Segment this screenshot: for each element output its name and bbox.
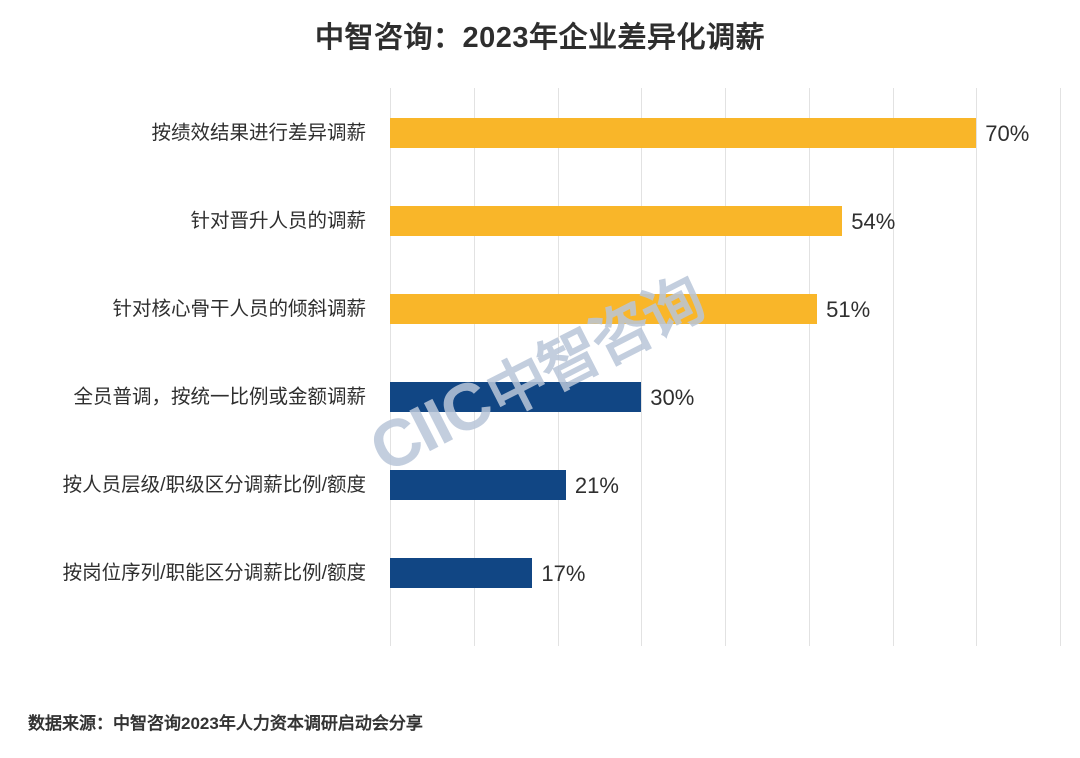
gridline-50 bbox=[808, 88, 810, 646]
bar-4 bbox=[390, 382, 642, 412]
bar-value-label: 70% bbox=[985, 121, 1030, 146]
bar-2 bbox=[390, 206, 843, 236]
bar-row: 70% bbox=[390, 118, 1060, 148]
bar-row: 17% bbox=[390, 558, 1060, 588]
bar-row: 21% bbox=[390, 470, 1060, 500]
gridline-10 bbox=[473, 88, 475, 646]
bar-5 bbox=[390, 470, 566, 500]
gridline-20 bbox=[557, 88, 559, 646]
category-label-4: 全员普调，按统一比例或金额调薪 bbox=[73, 386, 366, 408]
plot-area: 70% 54% 51% 30% 21% 17% bbox=[390, 88, 1061, 646]
bar-1 bbox=[390, 118, 977, 148]
gridline-60 bbox=[892, 88, 894, 646]
category-label-6: 按岗位序列/职能区分调薪比例/额度 bbox=[62, 562, 366, 584]
category-label-3: 针对核心骨干人员的倾斜调薪 bbox=[112, 298, 366, 320]
source-note: 数据来源：中智咨询2023年人力资本调研启动会分享 bbox=[28, 714, 423, 733]
bar-value-label: 17% bbox=[541, 561, 586, 586]
gridline-0 bbox=[390, 88, 391, 646]
bar-value-label: 21% bbox=[574, 473, 619, 498]
bar-value-label: 30% bbox=[650, 385, 695, 410]
category-label-1: 按绩效结果进行差异调薪 bbox=[151, 122, 366, 144]
chart-title: 中智咨询：2023年企业差异化调薪 bbox=[314, 22, 765, 54]
bar-value-label: 54% bbox=[851, 209, 896, 234]
bar-value-label: 51% bbox=[826, 297, 871, 322]
category-label-5: 按人员层级/职级区分调薪比例/额度 bbox=[62, 474, 366, 496]
category-label-2: 针对晋升人员的调薪 bbox=[190, 210, 366, 232]
bar-3 bbox=[390, 294, 818, 324]
bar-row: 54% bbox=[390, 206, 1060, 236]
gridline-80 bbox=[1060, 88, 1061, 646]
bar-row: 51% bbox=[390, 294, 1060, 324]
gridline-40 bbox=[725, 88, 726, 646]
gridline-70 bbox=[976, 88, 978, 646]
category-axis-labels: 按绩效结果进行差异调薪针对晋升人员的调薪针对核心骨干人员的倾斜调薪全员普调，按统… bbox=[0, 88, 378, 646]
bar-6 bbox=[390, 558, 533, 588]
bar-row: 30% bbox=[390, 382, 1060, 412]
gridline-30 bbox=[641, 88, 643, 646]
